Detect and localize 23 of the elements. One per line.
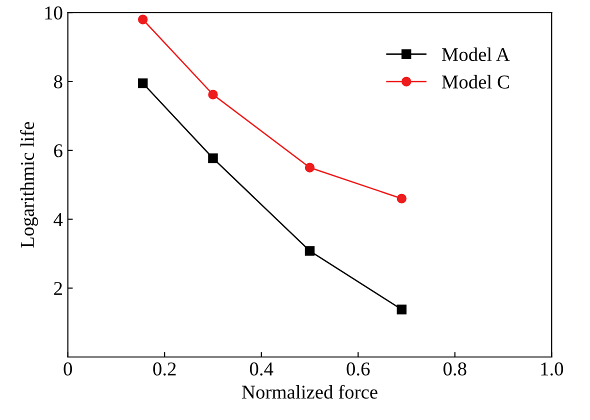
y-tick-label: 10 <box>45 6 62 20</box>
point <box>396 304 407 314</box>
point <box>208 153 218 164</box>
point <box>396 194 407 204</box>
x-tick-label: 0.8 <box>443 362 466 376</box>
point <box>304 162 315 172</box>
x-tick-label: 0 <box>64 362 72 376</box>
point <box>304 246 315 256</box>
x-tick-label: 0.6 <box>346 362 370 376</box>
point <box>138 14 148 24</box>
y-tick-label: 2 <box>54 282 62 295</box>
y-tick-label: 4 <box>54 213 63 226</box>
y-tick-label: 6 <box>54 144 62 158</box>
legend-label: Model C <box>442 74 509 89</box>
x-tick-label: 0.4 <box>250 362 274 376</box>
point <box>138 78 148 88</box>
x-tick-label: 1.0 <box>541 362 564 376</box>
legend-label: Model A <box>442 47 510 62</box>
x-axis-title: Normalized force <box>242 384 378 399</box>
point <box>208 90 218 100</box>
y-tick-label: 8 <box>54 75 62 88</box>
y-axis-title: Logarithmic life <box>20 122 38 248</box>
x-tick-label: 0.2 <box>153 362 176 376</box>
